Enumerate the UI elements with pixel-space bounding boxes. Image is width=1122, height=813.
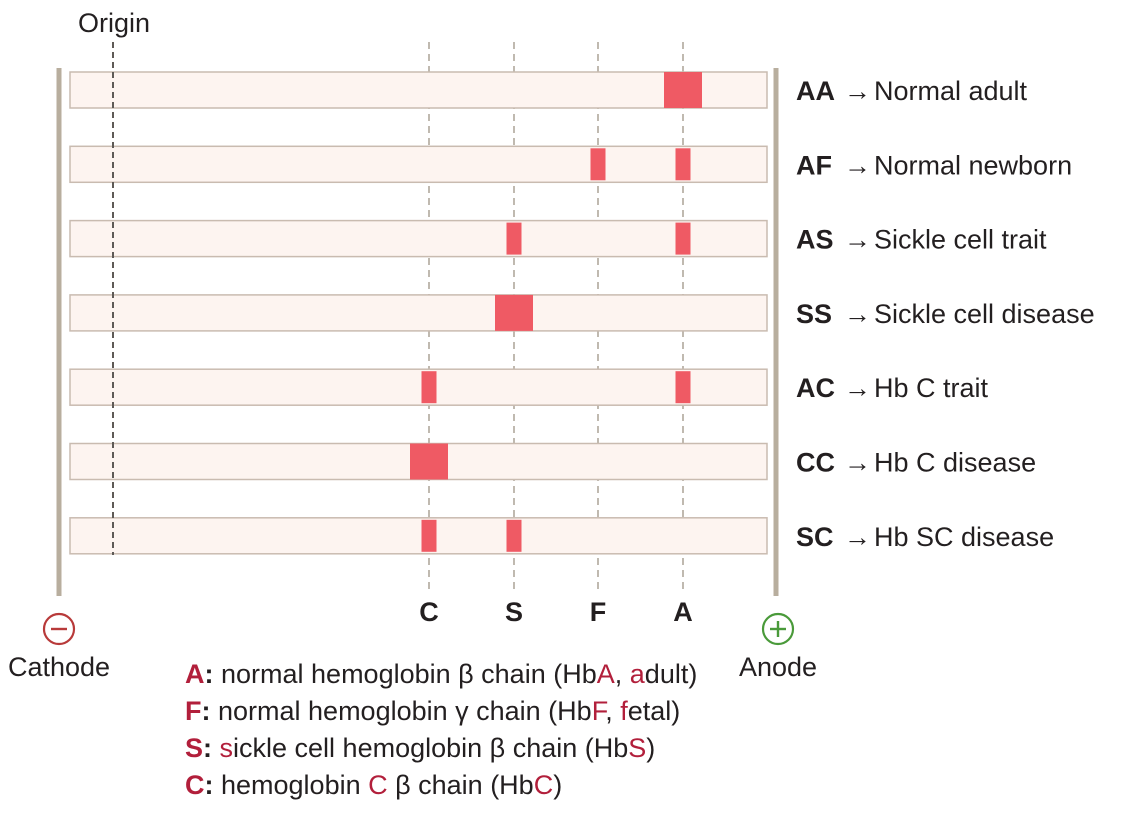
anode-label: Anode: [739, 652, 817, 682]
phenotype-label: Sickle cell disease: [874, 299, 1095, 329]
legend-highlight: A: [596, 659, 615, 689]
lane-aa: AA → Normal adult: [69, 71, 1028, 109]
cathode: Cathode: [8, 612, 110, 682]
arrow-icon: →: [844, 225, 871, 255]
lane-track: [69, 368, 768, 406]
legend: A: normal hemoglobin β chain (HbA, adult…: [185, 656, 697, 804]
band-c: [421, 371, 437, 404]
lane-track: [69, 517, 768, 555]
legend-row-a: A: normal hemoglobin β chain (HbA, adult…: [185, 656, 697, 693]
legend-highlight: s: [219, 733, 234, 763]
lane-sc: SC → Hb SC disease: [69, 517, 1054, 555]
marker-label-c: C: [419, 597, 439, 627]
phenotype-label: Hb SC disease: [874, 522, 1054, 552]
genotype-label: CC: [796, 448, 835, 478]
legend-key: S: [185, 733, 204, 763]
legend-key: F: [185, 696, 202, 726]
arrow-icon: →: [844, 373, 871, 403]
arrow-icon: →: [844, 150, 871, 180]
overlay: C S F A Origin Cathode Anode: [8, 8, 817, 682]
phenotype-label: Normal adult: [874, 76, 1028, 106]
marker-label-f: F: [590, 597, 607, 627]
lane-track: [69, 71, 768, 109]
lane-ss: SS → Sickle cell disease: [69, 294, 1095, 332]
plus-circle-icon: [761, 612, 795, 646]
legend-highlight: f: [620, 696, 628, 726]
band-s: [506, 222, 522, 255]
arrow-icon: →: [844, 448, 871, 478]
legend-highlight: S: [628, 733, 647, 763]
legend-key: C: [185, 770, 205, 800]
genotype-label: SS: [796, 299, 832, 329]
genotype-label: AF: [796, 150, 832, 180]
legend-row-s: S: sickle cell hemoglobin β chain (HbS): [185, 730, 697, 767]
legend-highlight: a: [629, 659, 645, 689]
marker-guides: [428, 42, 684, 592]
legend-text: ickle cell hemoglobin β chain (Hb: [233, 733, 629, 763]
legend-separator: :: [204, 770, 214, 800]
legend-text: dult): [644, 659, 698, 689]
marker-label-a: A: [673, 597, 693, 627]
cathode-label: Cathode: [8, 652, 110, 682]
lane-af: AF → Normal newborn: [69, 145, 1072, 184]
arrow-icon: →: [844, 299, 871, 329]
legend-text: normal hemoglobin β chain (Hb: [213, 659, 597, 689]
phenotype-label: Normal newborn: [874, 150, 1072, 180]
origin-label: Origin: [78, 8, 150, 38]
legend-text: ,: [605, 696, 621, 726]
lane-ac: AC → Hb C trait: [69, 368, 989, 406]
lane-track: [69, 219, 768, 258]
legend-text: β chain (Hb: [387, 770, 534, 800]
band-a: [664, 72, 702, 108]
legend-separator: :: [201, 696, 211, 726]
marker-label-s: S: [505, 597, 523, 627]
anode: Anode: [739, 612, 817, 682]
legend-row-f: F: normal hemoglobin γ chain (HbF, fetal…: [185, 693, 697, 730]
phenotype-label: Hb C disease: [874, 448, 1036, 478]
band-a: [675, 371, 691, 404]
band-c: [410, 443, 448, 480]
legend-text: hemoglobin: [213, 770, 369, 800]
genotype-label: AS: [796, 225, 834, 255]
lane-track: [69, 294, 768, 332]
minus-circle-icon: [42, 612, 76, 646]
legend-separator: :: [204, 659, 214, 689]
band-s: [506, 519, 522, 552]
band-f: [590, 148, 606, 181]
legend-highlight: F: [591, 696, 606, 726]
legend-text: normal hemoglobin γ chain (Hb: [210, 696, 592, 726]
genotype-label: AC: [796, 373, 835, 403]
legend-highlight: C: [533, 770, 554, 800]
legend-text: ,: [614, 659, 630, 689]
band-s: [495, 294, 533, 331]
phenotype-label: Hb C trait: [874, 373, 989, 403]
genotype-label: AA: [796, 76, 835, 106]
legend-highlight: C: [368, 770, 388, 800]
legend-text: [212, 733, 220, 763]
legend-text: ): [553, 770, 563, 800]
band-a: [675, 148, 691, 181]
arrow-icon: →: [844, 522, 871, 552]
band-a: [675, 222, 691, 255]
legend-key: A: [185, 659, 205, 689]
legend-text: etal): [627, 696, 681, 726]
legend-separator: :: [203, 733, 213, 763]
lane-cc: CC → Hb C disease: [69, 442, 1036, 481]
genotype-label: SC: [796, 522, 834, 552]
lane-track: [69, 145, 768, 184]
arrow-icon: →: [844, 76, 871, 106]
lane-as: AS → Sickle cell trait: [69, 219, 1047, 258]
legend-text: ): [646, 733, 656, 763]
band-c: [421, 519, 437, 552]
phenotype-label: Sickle cell trait: [874, 225, 1047, 255]
legend-row-c: C: hemoglobin C β chain (HbC): [185, 767, 697, 804]
